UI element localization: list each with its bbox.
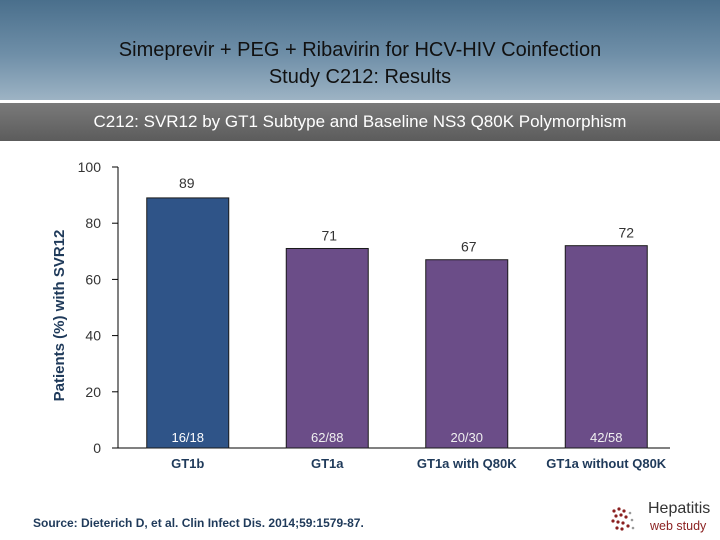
title-line-1: Simeprevir + PEG + Ribavirin for HCV-HIV… xyxy=(118,39,602,61)
title-line-2: Study C212: Results xyxy=(268,66,452,88)
slide-title: Simeprevir + PEG + Ribavirin for HCV-HIV… xyxy=(0,37,720,91)
fraction-label: 16/18 xyxy=(171,430,204,445)
data-label: 89 xyxy=(179,175,195,191)
fraction-label: 20/30 xyxy=(450,430,483,445)
data-label: 67 xyxy=(461,239,477,255)
data-label: 71 xyxy=(321,227,337,243)
bar-gt1a-without-q80k xyxy=(564,245,648,449)
y-tick-label: 60 xyxy=(85,271,101,287)
logo-subtitle: web study xyxy=(650,519,707,533)
source-citation: Source: Dieterich D, et al. Clin Infect … xyxy=(33,516,364,530)
x-tick-label: GT1a xyxy=(311,456,344,471)
x-tick-label: GT1a with Q80K xyxy=(417,456,517,471)
y-tick-label: 100 xyxy=(78,159,102,175)
bar-gt1a-with-q80k xyxy=(425,259,509,449)
fraction-label: 42/58 xyxy=(590,430,623,445)
logo-title: Hepatitis xyxy=(648,500,711,517)
x-tick-label: GT1a without Q80K xyxy=(546,456,667,471)
y-tick-label: 20 xyxy=(85,384,101,400)
title-band xyxy=(0,0,720,100)
y-tick-label: 0 xyxy=(93,440,101,456)
data-label: 72 xyxy=(618,225,634,241)
hepatitis-logo: Hepatitis web study xyxy=(608,500,718,536)
y-tick-label: 80 xyxy=(85,215,101,231)
logo-icon xyxy=(611,507,635,531)
chart-subtitle: C212: SVR12 by GT1 Subtype and Baseline … xyxy=(93,112,627,131)
x-tick-label: GT1b xyxy=(171,456,204,471)
fraction-label: 62/88 xyxy=(311,430,344,445)
bar-gt1b xyxy=(146,197,230,449)
y-axis-label: Patients (%) with SVR12 xyxy=(51,230,68,402)
y-tick-label: 40 xyxy=(85,328,101,344)
bar-gt1a xyxy=(285,247,369,449)
subtitle-band xyxy=(0,103,720,141)
